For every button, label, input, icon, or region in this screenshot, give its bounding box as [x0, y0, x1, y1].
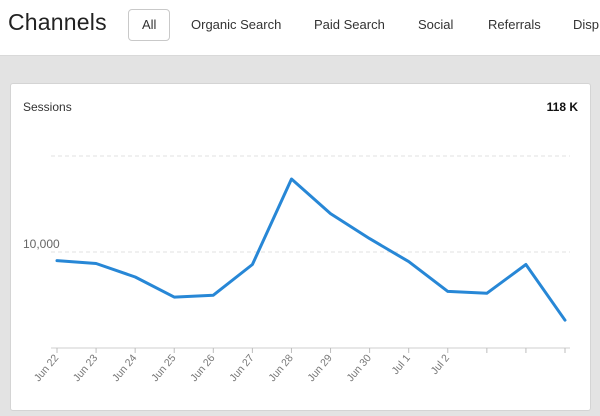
tab-organic-search[interactable]: Organic Search — [191, 17, 282, 32]
tab-social[interactable]: Social — [418, 17, 454, 32]
series-line-0 — [55, 177, 567, 322]
x-tick-label: Jun 27 — [227, 352, 257, 384]
x-tick-label: Jun 25 — [149, 352, 179, 384]
x-tick-label: Jul 2 — [429, 352, 453, 377]
top-bar: Channels All Organic Search Paid Search … — [0, 0, 600, 56]
sessions-line-chart: 10,000 Jun 22 Jun 23 Jun 24 Jun 25 Jun 26 Jun … — [23, 155, 570, 384]
x-tick-label: Jun 22 — [32, 352, 62, 384]
x-tick-label: Jun 26 — [188, 352, 218, 384]
x-tick-label: Jun 28 — [266, 352, 296, 384]
metric-total: 118 K — [546, 100, 578, 114]
metric-label: Sessions — [23, 100, 72, 114]
tab-display[interactable]: Disp — [573, 17, 600, 32]
page-title: Channels — [8, 9, 107, 35]
x-tick-label: Jun 23 — [71, 352, 101, 384]
y-tick-label: 10,000 — [23, 237, 60, 251]
x-tick-label: Jun 30 — [344, 352, 374, 384]
tab-referrals[interactable]: Referrals — [488, 17, 541, 32]
x-tick-label: Jun 24 — [110, 352, 140, 384]
x-tick-label: Jun 29 — [305, 352, 335, 384]
tab-paid-search[interactable]: Paid Search — [314, 17, 385, 32]
sessions-card: Sessions 118 K 10,000 Jun 22 Jun 23 Jun 24 J… — [10, 83, 591, 411]
tab-all[interactable]: All — [128, 9, 171, 41]
x-tick-label: Jul 1 — [390, 352, 414, 377]
